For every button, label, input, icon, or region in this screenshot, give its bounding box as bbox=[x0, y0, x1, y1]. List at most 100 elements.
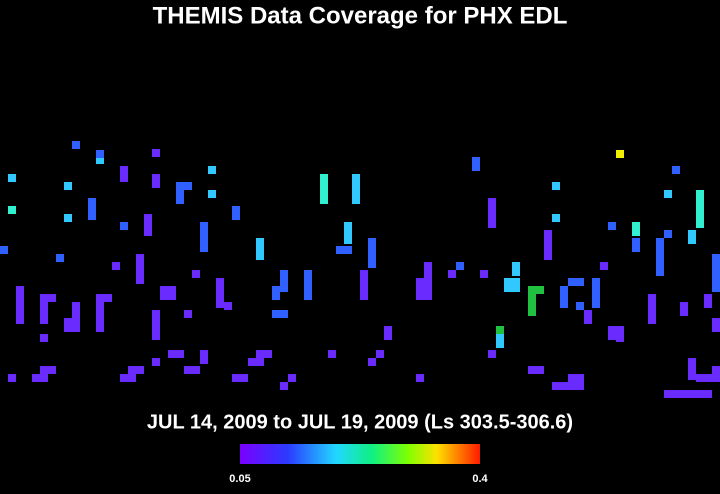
coverage-cell bbox=[504, 278, 520, 292]
coverage-cell bbox=[72, 141, 80, 149]
coverage-cell bbox=[8, 206, 16, 214]
coverage-cell bbox=[344, 222, 352, 244]
coverage-cell bbox=[64, 214, 72, 222]
coverage-cell bbox=[672, 166, 680, 174]
coverage-cell bbox=[192, 270, 200, 278]
coverage-cell bbox=[120, 222, 128, 230]
coverage-cell bbox=[584, 310, 592, 324]
coverage-cell bbox=[552, 182, 560, 190]
coverage-cell bbox=[208, 166, 216, 174]
coverage-cell bbox=[272, 286, 280, 300]
coverage-cell bbox=[576, 302, 584, 310]
coverage-cell bbox=[328, 350, 336, 358]
coverage-cell bbox=[88, 198, 96, 220]
coverage-cell bbox=[144, 214, 152, 236]
coverage-cell bbox=[680, 302, 688, 316]
coverage-cell bbox=[72, 302, 80, 324]
coverage-cell bbox=[648, 294, 656, 324]
coverage-cell bbox=[232, 374, 248, 382]
coverage-cell bbox=[488, 350, 496, 358]
coverage-cell bbox=[184, 366, 200, 374]
coverage-cell bbox=[184, 310, 192, 318]
coverage-cell bbox=[600, 262, 608, 270]
coverage-cell bbox=[448, 270, 456, 278]
coverage-cell bbox=[40, 302, 48, 324]
coverage-cell bbox=[152, 310, 160, 340]
coverage-cell bbox=[712, 254, 720, 292]
coverage-cell bbox=[688, 230, 696, 244]
coverage-cell bbox=[168, 350, 184, 358]
coverage-cell bbox=[480, 270, 488, 278]
coverage-cell bbox=[496, 326, 504, 334]
coverage-cell bbox=[256, 238, 264, 260]
coverage-cell bbox=[152, 174, 160, 188]
coverage-cell bbox=[176, 182, 192, 190]
coverage-cell bbox=[632, 222, 640, 236]
coverage-cell bbox=[664, 390, 712, 398]
coverage-cell bbox=[152, 149, 160, 157]
coverage-cell bbox=[552, 382, 584, 390]
coverage-cell bbox=[160, 286, 176, 300]
coverage-cell bbox=[96, 158, 104, 164]
coverage-cell bbox=[176, 190, 184, 204]
coverage-cell bbox=[336, 246, 352, 254]
coverage-cell bbox=[544, 230, 552, 260]
coverage-cell bbox=[560, 286, 568, 308]
coverage-cell bbox=[568, 374, 584, 382]
coverage-cell bbox=[136, 254, 144, 284]
coverage-cell bbox=[416, 374, 424, 382]
coverage-cell bbox=[608, 222, 616, 230]
coverage-cell bbox=[664, 190, 672, 198]
coverage-cell bbox=[552, 214, 560, 222]
coverage-cell bbox=[152, 358, 160, 366]
coverage-cell bbox=[568, 278, 584, 286]
coverage-cell bbox=[528, 286, 544, 294]
coverage-cell bbox=[32, 374, 48, 382]
coverage-cell bbox=[320, 174, 328, 204]
colorbar-tick-label: 0.05 bbox=[229, 473, 250, 485]
colorbar-tick-label: 0.4 bbox=[472, 473, 488, 485]
coverage-cell bbox=[224, 302, 232, 310]
coverage-cell bbox=[496, 334, 504, 348]
coverage-cell bbox=[664, 230, 672, 238]
coverage-cell bbox=[128, 366, 144, 374]
coverage-cell bbox=[528, 294, 536, 316]
coverage-cell bbox=[384, 326, 392, 340]
coverage-cell bbox=[528, 366, 544, 374]
coverage-cell bbox=[656, 238, 664, 276]
coverage-cell bbox=[512, 262, 520, 276]
coverage-map bbox=[0, 141, 720, 398]
coverage-cell bbox=[8, 374, 16, 382]
coverage-cell bbox=[216, 278, 224, 308]
coverage-cell bbox=[280, 382, 288, 390]
coverage-cell bbox=[120, 166, 128, 182]
coverage-cell bbox=[304, 270, 312, 300]
coverage-cell bbox=[56, 254, 64, 262]
chart-title: THEMIS Data Coverage for PHX EDL bbox=[153, 2, 568, 29]
coverage-cell bbox=[120, 374, 136, 382]
coverage-cell bbox=[96, 294, 112, 302]
coverage-cell bbox=[712, 366, 720, 374]
coverage-cell bbox=[592, 278, 600, 308]
coverage-cell bbox=[352, 174, 360, 204]
coverage-cell bbox=[272, 310, 288, 318]
coverage-cell bbox=[712, 318, 720, 332]
coverage-cell bbox=[632, 238, 640, 252]
coverage-cell bbox=[40, 366, 56, 374]
coverage-cell bbox=[696, 190, 704, 228]
coverage-cell bbox=[360, 270, 368, 300]
coverage-cell bbox=[248, 358, 264, 366]
coverage-cell bbox=[376, 350, 384, 358]
coverage-cell bbox=[64, 182, 72, 190]
coverage-cell bbox=[472, 157, 480, 171]
coverage-cell bbox=[0, 246, 8, 254]
coverage-cell bbox=[616, 150, 624, 158]
coverage-cell bbox=[616, 334, 624, 342]
coverage-cell bbox=[8, 174, 16, 182]
coverage-cell bbox=[112, 262, 120, 270]
coverage-cell bbox=[424, 262, 432, 284]
coverage-cell bbox=[368, 358, 376, 366]
coverage-cell bbox=[200, 350, 208, 364]
